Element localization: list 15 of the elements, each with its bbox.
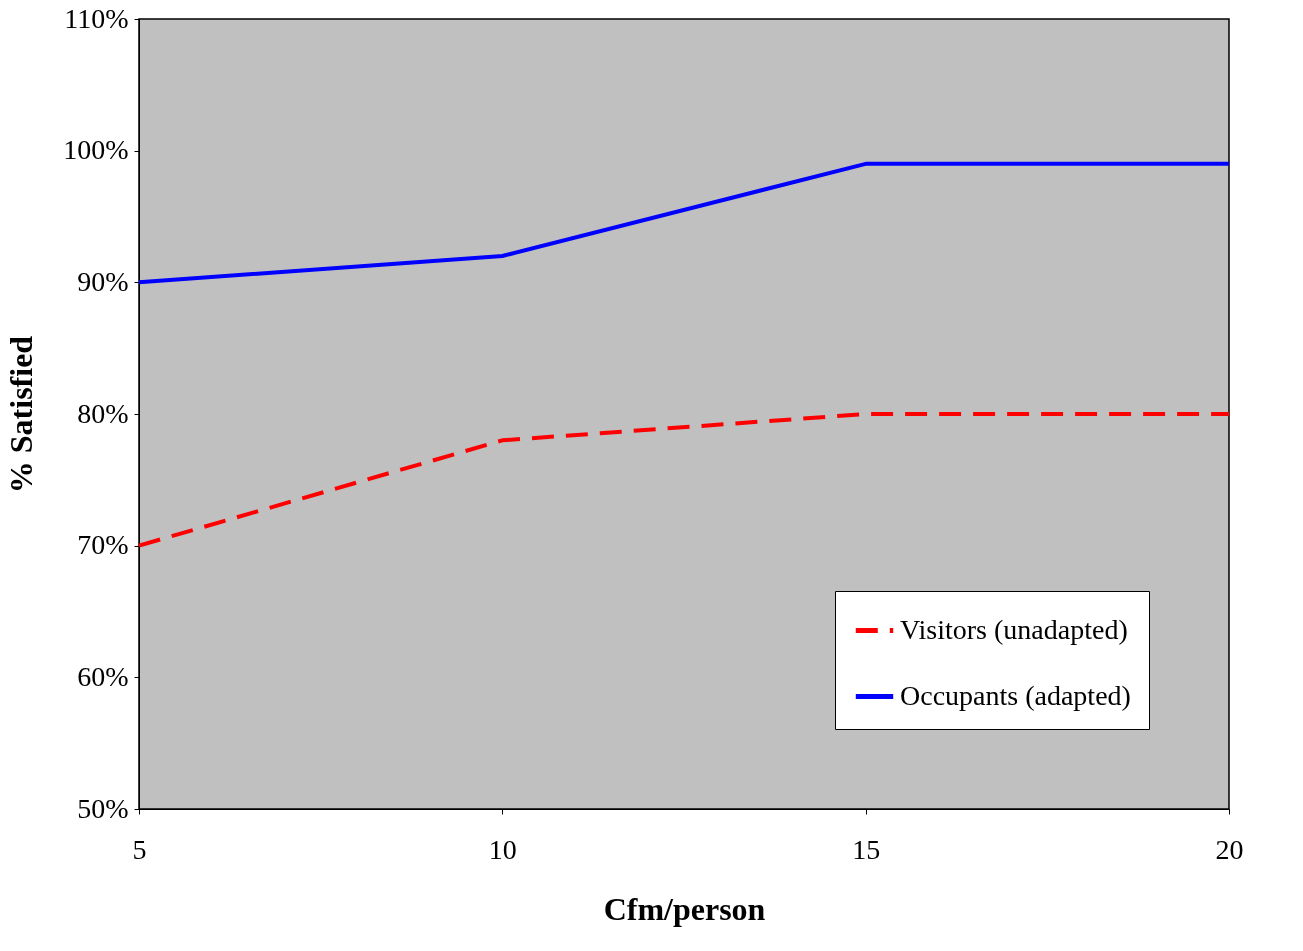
y-tick-label: 60% [77, 660, 129, 692]
x-axis-title: Cfm/person [603, 890, 766, 927]
y-tick-label: 110% [64, 2, 129, 34]
x-tick-label: 10 [488, 833, 517, 865]
y-tick-label: 50% [77, 792, 129, 824]
y-tick-label: 80% [77, 397, 129, 429]
legend-label: Visitors (unadapted) [900, 613, 1128, 645]
y-tick-label: 100% [63, 134, 129, 166]
x-tick-label: 20 [1215, 833, 1244, 865]
x-tick-label: 15 [852, 833, 881, 865]
y-tick-label: 70% [77, 529, 129, 561]
x-tick-label: 5 [132, 833, 147, 865]
y-axis-title: % Satisfied [3, 335, 40, 494]
y-tick-label: 90% [77, 265, 129, 297]
legend-label: Occupants (adapted) [900, 679, 1131, 711]
